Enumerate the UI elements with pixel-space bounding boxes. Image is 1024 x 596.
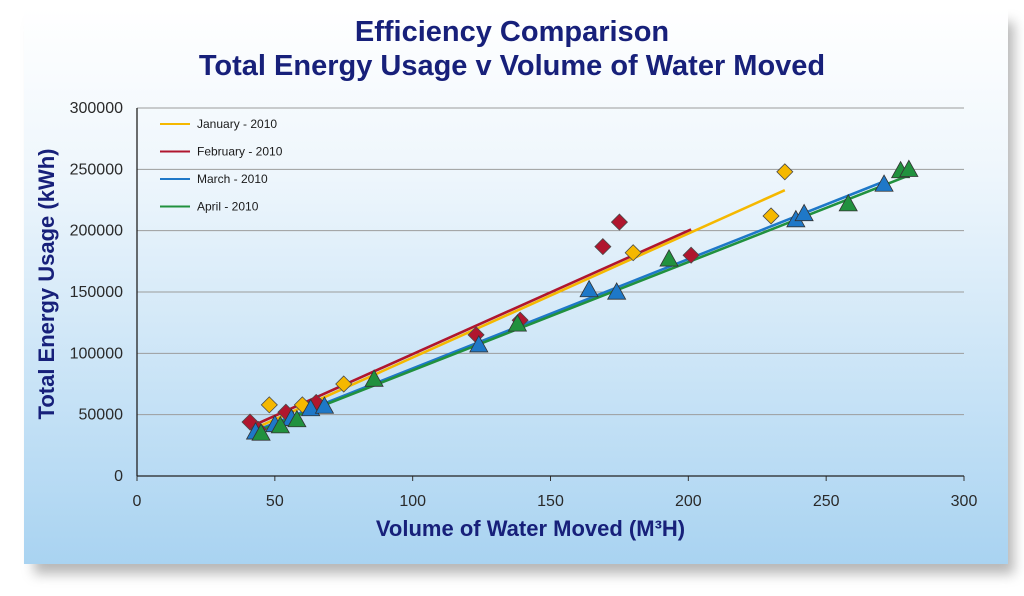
data-point — [287, 409, 307, 428]
y-tick-label: 50000 — [79, 407, 124, 424]
data-point — [241, 413, 259, 431]
y-tick-label: 100000 — [70, 345, 123, 362]
legend-label: February - 2010 — [197, 145, 283, 159]
data-point — [874, 174, 894, 192]
data-point — [610, 213, 628, 231]
legend-label: January - 2010 — [197, 117, 277, 131]
data-point — [794, 203, 814, 222]
data-point — [270, 415, 291, 434]
trendline — [252, 174, 910, 435]
x-tick-label: 50 — [266, 493, 284, 510]
chart-panel — [24, 8, 1008, 564]
x-tick-label: 200 — [675, 493, 702, 510]
trendline — [252, 189, 786, 431]
trendline — [252, 228, 692, 427]
y-axis-title: Total Energy Usage (kWh) — [34, 149, 59, 420]
legend-label: April - 2010 — [197, 200, 259, 214]
data-point — [260, 396, 278, 414]
data-point — [579, 279, 599, 298]
data-point — [314, 396, 335, 414]
x-tick-label: 100 — [399, 493, 426, 510]
data-point — [251, 423, 271, 441]
data-point — [624, 244, 642, 262]
data-point — [507, 314, 528, 332]
x-tick-label: 150 — [537, 493, 564, 510]
y-tick-label: 150000 — [70, 284, 123, 301]
y-tick-label: 0 — [114, 468, 123, 485]
x-axis-title: Volume of Water Moved (M³H) — [376, 516, 685, 541]
data-point — [659, 249, 679, 267]
chart-subtitle: Total Energy Usage v Volume of Water Mov… — [198, 50, 826, 82]
x-tick-label: 300 — [951, 493, 978, 510]
y-tick-label: 200000 — [70, 223, 123, 240]
data-point — [606, 282, 627, 300]
data-point — [776, 163, 794, 181]
data-point — [300, 398, 321, 417]
data-point — [762, 207, 780, 225]
trendline — [252, 179, 888, 434]
data-point — [682, 246, 700, 264]
y-tick-label: 300000 — [70, 100, 123, 117]
data-point — [469, 334, 489, 353]
data-point — [594, 238, 612, 256]
data-point — [364, 369, 384, 387]
x-tick-label: 250 — [813, 493, 840, 510]
y-tick-label: 250000 — [70, 161, 123, 178]
data-point — [838, 193, 858, 212]
data-point — [335, 375, 353, 393]
x-tick-label: 0 — [133, 493, 142, 510]
chart-title: Efficiency Comparison — [354, 16, 670, 48]
data-point — [899, 159, 919, 177]
legend-label: March - 2010 — [197, 172, 268, 186]
